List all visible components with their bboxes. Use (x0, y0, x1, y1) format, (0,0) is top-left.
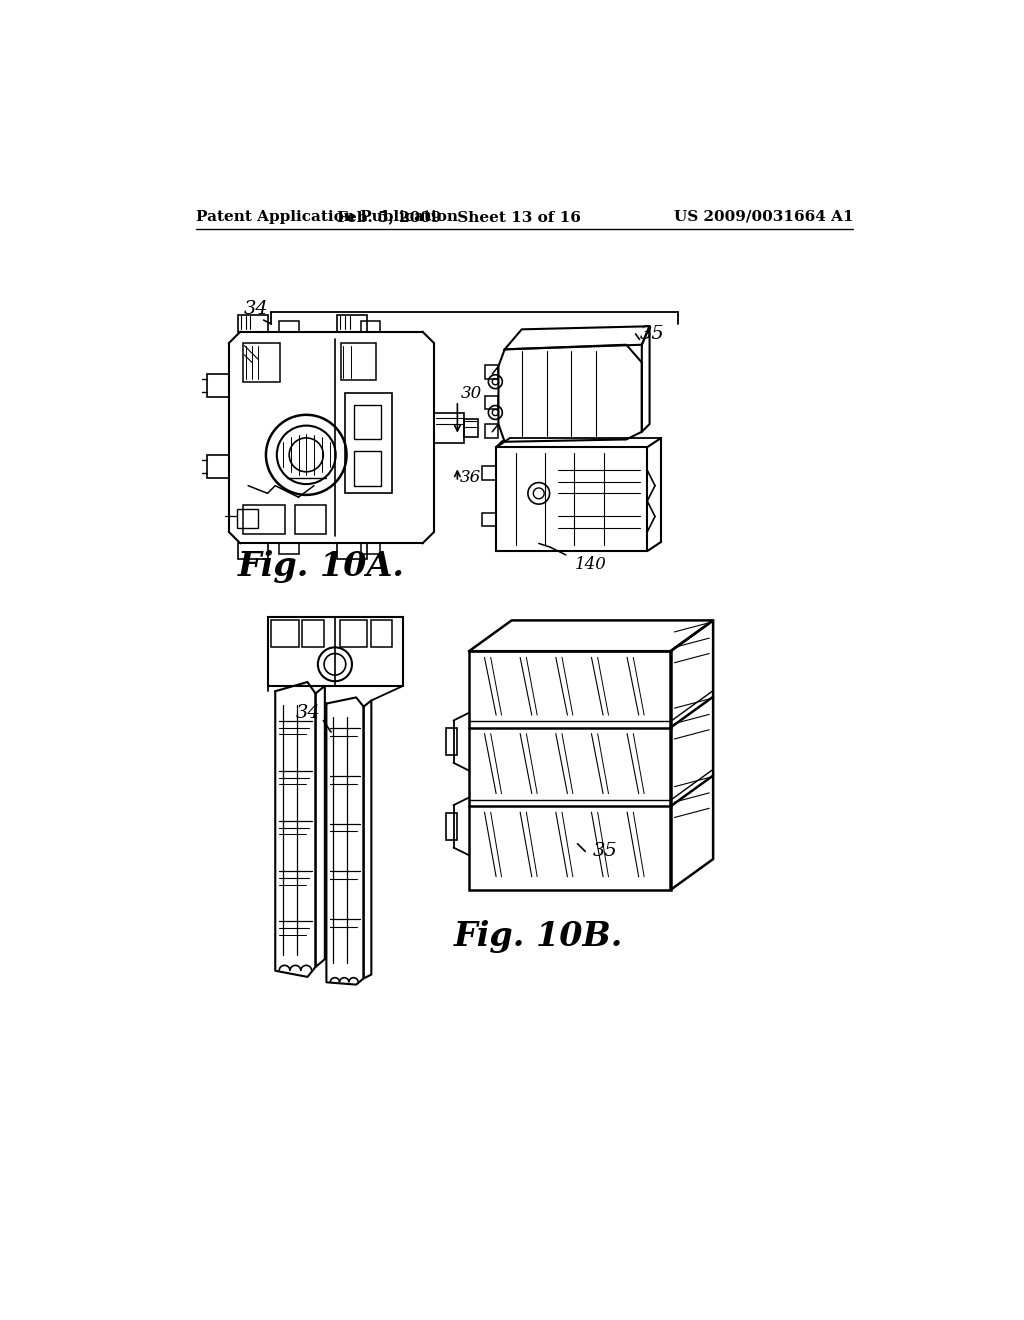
Bar (445, 729, 458, 755)
Bar (354, 405, 381, 440)
Bar (280, 321, 299, 331)
Text: 34: 34 (296, 704, 321, 722)
Text: Feb. 5, 2009   Sheet 13 of 16: Feb. 5, 2009 Sheet 13 of 16 (337, 210, 581, 224)
Bar (207, 455, 228, 478)
Bar (482, 512, 496, 527)
Bar (434, 412, 464, 444)
Bar (341, 343, 376, 380)
Bar (267, 616, 403, 686)
Bar (482, 466, 496, 480)
Bar (445, 813, 458, 840)
Bar (337, 544, 367, 558)
Bar (354, 451, 381, 486)
Bar (302, 620, 324, 647)
Bar (469, 651, 671, 890)
Text: Fig. 10B.: Fig. 10B. (454, 920, 624, 953)
Bar (464, 418, 477, 437)
Text: 35: 35 (593, 842, 617, 861)
Bar (280, 544, 299, 554)
Bar (360, 544, 380, 554)
Bar (238, 314, 267, 331)
Bar (484, 396, 499, 409)
Bar (207, 374, 228, 397)
Text: 35: 35 (640, 325, 665, 343)
Text: Patent Application Publication: Patent Application Publication (197, 210, 458, 224)
Bar (295, 506, 326, 535)
Bar (371, 620, 392, 647)
Bar (360, 321, 380, 331)
Bar (345, 393, 391, 494)
Bar (237, 508, 258, 528)
Text: US 2009/0031664 A1: US 2009/0031664 A1 (674, 210, 853, 224)
Bar (496, 447, 647, 552)
Bar (243, 343, 280, 381)
Bar (337, 314, 367, 331)
Bar (243, 506, 286, 535)
Text: 30: 30 (461, 384, 482, 401)
Text: 140: 140 (575, 556, 607, 573)
Bar (484, 424, 499, 438)
Text: 34: 34 (244, 300, 268, 318)
Bar (271, 620, 299, 647)
Bar (484, 364, 499, 379)
Text: 36: 36 (460, 470, 481, 487)
Bar (340, 620, 367, 647)
Text: Fig. 10A.: Fig. 10A. (239, 550, 406, 583)
Bar (238, 544, 267, 558)
